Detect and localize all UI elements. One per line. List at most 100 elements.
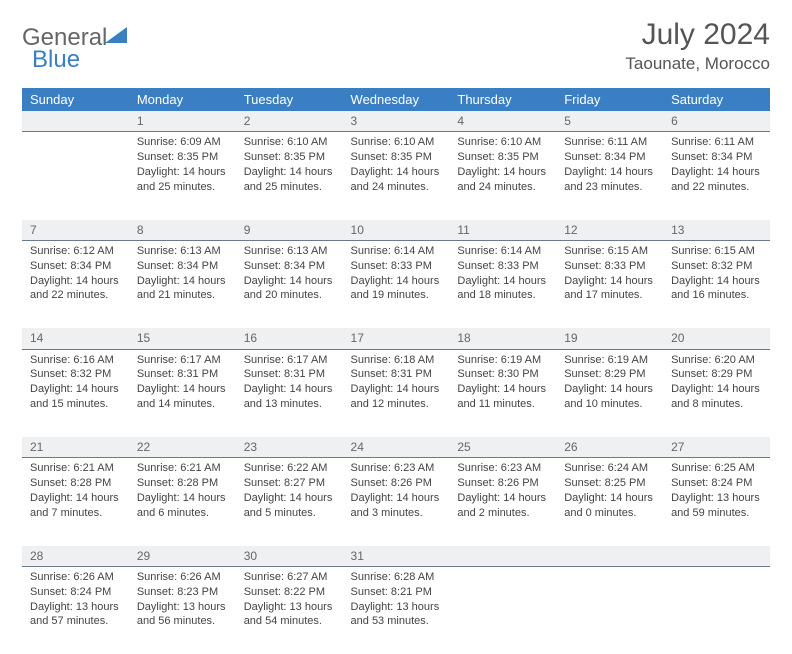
daylight-text: Daylight: 14 hours and 22 minutes. <box>30 274 121 304</box>
day-number-cell: 18 <box>449 328 556 349</box>
sunset-text: Sunset: 8:26 PM <box>351 476 442 491</box>
day-number-cell: 14 <box>22 328 129 349</box>
day-number-cell: 26 <box>556 437 663 458</box>
sunset-text: Sunset: 8:33 PM <box>457 259 548 274</box>
sunset-text: Sunset: 8:35 PM <box>457 150 548 165</box>
day-number-cell: 24 <box>343 437 450 458</box>
sunset-text: Sunset: 8:23 PM <box>137 585 228 600</box>
day-number-cell: 27 <box>663 437 770 458</box>
daylight-text: Daylight: 14 hours and 8 minutes. <box>671 382 762 412</box>
sunset-text: Sunset: 8:31 PM <box>351 367 442 382</box>
sunrise-text: Sunrise: 6:23 AM <box>457 461 548 476</box>
sunset-text: Sunset: 8:34 PM <box>564 150 655 165</box>
sunrise-text: Sunrise: 6:27 AM <box>244 570 335 585</box>
daylight-text: Daylight: 14 hours and 22 minutes. <box>671 165 762 195</box>
day-cell: Sunrise: 6:21 AMSunset: 8:28 PMDaylight:… <box>22 458 129 546</box>
day-number-cell: 6 <box>663 111 770 132</box>
sunrise-text: Sunrise: 6:26 AM <box>137 570 228 585</box>
day-number-cell: 5 <box>556 111 663 132</box>
sunset-text: Sunset: 8:35 PM <box>244 150 335 165</box>
sunrise-text: Sunrise: 6:26 AM <box>30 570 121 585</box>
day-number-row: 28293031 <box>22 546 770 567</box>
sunset-text: Sunset: 8:35 PM <box>351 150 442 165</box>
day-cell: Sunrise: 6:09 AMSunset: 8:35 PMDaylight:… <box>129 132 236 220</box>
day-cell: Sunrise: 6:15 AMSunset: 8:33 PMDaylight:… <box>556 240 663 328</box>
day-cell: Sunrise: 6:21 AMSunset: 8:28 PMDaylight:… <box>129 458 236 546</box>
daylight-text: Daylight: 14 hours and 2 minutes. <box>457 491 548 521</box>
day-cell <box>663 566 770 654</box>
sunset-text: Sunset: 8:28 PM <box>137 476 228 491</box>
daylight-text: Daylight: 13 hours and 54 minutes. <box>244 600 335 630</box>
day-number-cell: 10 <box>343 220 450 241</box>
sunset-text: Sunset: 8:32 PM <box>671 259 762 274</box>
sunrise-text: Sunrise: 6:18 AM <box>351 353 442 368</box>
day-content-row: Sunrise: 6:12 AMSunset: 8:34 PMDaylight:… <box>22 240 770 328</box>
day-number-row: 123456 <box>22 111 770 132</box>
day-header: Tuesday <box>236 88 343 111</box>
day-number-cell: 29 <box>129 546 236 567</box>
daylight-text: Daylight: 14 hours and 24 minutes. <box>351 165 442 195</box>
day-cell: Sunrise: 6:11 AMSunset: 8:34 PMDaylight:… <box>556 132 663 220</box>
day-cell: Sunrise: 6:14 AMSunset: 8:33 PMDaylight:… <box>343 240 450 328</box>
day-content-row: Sunrise: 6:26 AMSunset: 8:24 PMDaylight:… <box>22 566 770 654</box>
day-number-row: 21222324252627 <box>22 437 770 458</box>
daylight-text: Daylight: 13 hours and 57 minutes. <box>30 600 121 630</box>
day-cell: Sunrise: 6:25 AMSunset: 8:24 PMDaylight:… <box>663 458 770 546</box>
day-cell: Sunrise: 6:22 AMSunset: 8:27 PMDaylight:… <box>236 458 343 546</box>
day-cell: Sunrise: 6:20 AMSunset: 8:29 PMDaylight:… <box>663 349 770 437</box>
sunset-text: Sunset: 8:34 PM <box>30 259 121 274</box>
day-number-cell: 7 <box>22 220 129 241</box>
day-cell <box>449 566 556 654</box>
day-cell: Sunrise: 6:26 AMSunset: 8:24 PMDaylight:… <box>22 566 129 654</box>
sunrise-text: Sunrise: 6:17 AM <box>244 353 335 368</box>
day-header: Wednesday <box>343 88 450 111</box>
sunset-text: Sunset: 8:32 PM <box>30 367 121 382</box>
day-number-cell <box>449 546 556 567</box>
day-number-row: 78910111213 <box>22 220 770 241</box>
day-number-cell: 30 <box>236 546 343 567</box>
daylight-text: Daylight: 14 hours and 6 minutes. <box>137 491 228 521</box>
day-cell: Sunrise: 6:19 AMSunset: 8:29 PMDaylight:… <box>556 349 663 437</box>
day-number-cell <box>663 546 770 567</box>
day-cell: Sunrise: 6:19 AMSunset: 8:30 PMDaylight:… <box>449 349 556 437</box>
day-content-row: Sunrise: 6:09 AMSunset: 8:35 PMDaylight:… <box>22 132 770 220</box>
sunset-text: Sunset: 8:29 PM <box>671 367 762 382</box>
day-cell: Sunrise: 6:17 AMSunset: 8:31 PMDaylight:… <box>129 349 236 437</box>
day-number-cell: 20 <box>663 328 770 349</box>
daylight-text: Daylight: 14 hours and 23 minutes. <box>564 165 655 195</box>
sunset-text: Sunset: 8:27 PM <box>244 476 335 491</box>
sunset-text: Sunset: 8:34 PM <box>137 259 228 274</box>
day-number-cell: 31 <box>343 546 450 567</box>
day-number-cell <box>556 546 663 567</box>
sunset-text: Sunset: 8:21 PM <box>351 585 442 600</box>
sunrise-text: Sunrise: 6:23 AM <box>351 461 442 476</box>
daylight-text: Daylight: 13 hours and 56 minutes. <box>137 600 228 630</box>
sunrise-text: Sunrise: 6:12 AM <box>30 244 121 259</box>
day-cell <box>556 566 663 654</box>
sunrise-text: Sunrise: 6:11 AM <box>671 135 762 150</box>
sunrise-text: Sunrise: 6:11 AM <box>564 135 655 150</box>
day-number-cell: 28 <box>22 546 129 567</box>
sunset-text: Sunset: 8:30 PM <box>457 367 548 382</box>
day-number-cell: 15 <box>129 328 236 349</box>
daylight-text: Daylight: 13 hours and 59 minutes. <box>671 491 762 521</box>
sunrise-text: Sunrise: 6:21 AM <box>30 461 121 476</box>
day-number-cell: 2 <box>236 111 343 132</box>
day-header: Friday <box>556 88 663 111</box>
sunset-text: Sunset: 8:24 PM <box>671 476 762 491</box>
daylight-text: Daylight: 14 hours and 11 minutes. <box>457 382 548 412</box>
day-number-cell: 12 <box>556 220 663 241</box>
header: General July 2024 Taounate, Morocco <box>22 18 770 74</box>
daylight-text: Daylight: 14 hours and 3 minutes. <box>351 491 442 521</box>
sunrise-text: Sunrise: 6:21 AM <box>137 461 228 476</box>
sunrise-text: Sunrise: 6:10 AM <box>457 135 548 150</box>
day-number-cell: 9 <box>236 220 343 241</box>
sunset-text: Sunset: 8:34 PM <box>244 259 335 274</box>
sunrise-text: Sunrise: 6:25 AM <box>671 461 762 476</box>
day-number-cell: 11 <box>449 220 556 241</box>
calendar-table: SundayMondayTuesdayWednesdayThursdayFrid… <box>22 88 770 654</box>
sunset-text: Sunset: 8:22 PM <box>244 585 335 600</box>
day-cell: Sunrise: 6:24 AMSunset: 8:25 PMDaylight:… <box>556 458 663 546</box>
daylight-text: Daylight: 14 hours and 17 minutes. <box>564 274 655 304</box>
day-number-cell: 1 <box>129 111 236 132</box>
